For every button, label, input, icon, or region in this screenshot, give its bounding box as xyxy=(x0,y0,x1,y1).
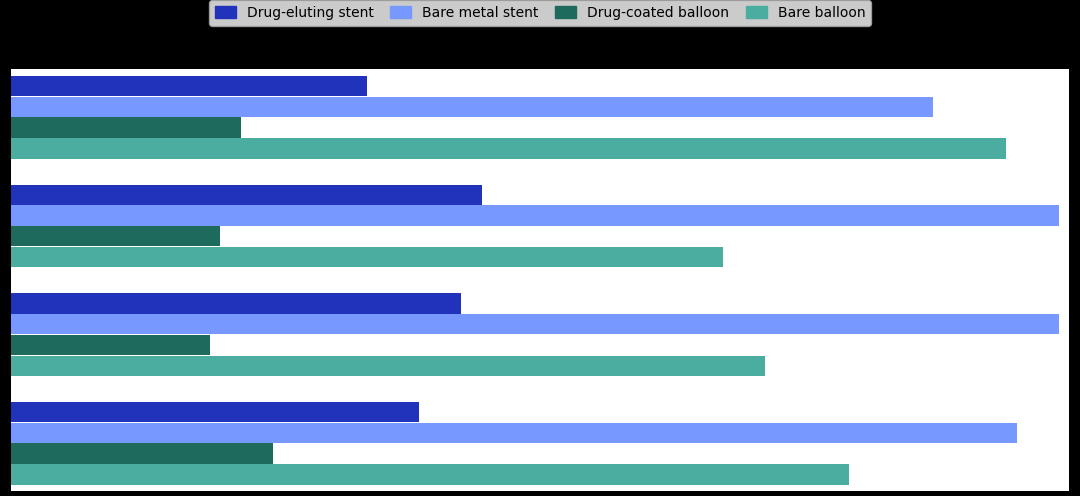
Bar xyxy=(11,118,241,138)
Bar xyxy=(11,226,220,247)
Bar xyxy=(11,247,724,267)
Bar xyxy=(11,314,1058,334)
Bar xyxy=(11,205,1058,226)
Bar xyxy=(11,97,933,117)
Bar xyxy=(11,138,1007,159)
Bar xyxy=(11,464,849,485)
Bar xyxy=(11,443,273,464)
Bar xyxy=(11,76,367,96)
Bar xyxy=(11,356,766,376)
Bar xyxy=(11,335,210,355)
Bar xyxy=(11,185,483,205)
Bar xyxy=(11,423,1016,443)
Bar xyxy=(11,402,419,422)
Legend: Drug-eluting stent, Bare metal stent, Drug-coated balloon, Bare balloon: Drug-eluting stent, Bare metal stent, Dr… xyxy=(210,0,870,26)
Bar xyxy=(11,293,461,313)
